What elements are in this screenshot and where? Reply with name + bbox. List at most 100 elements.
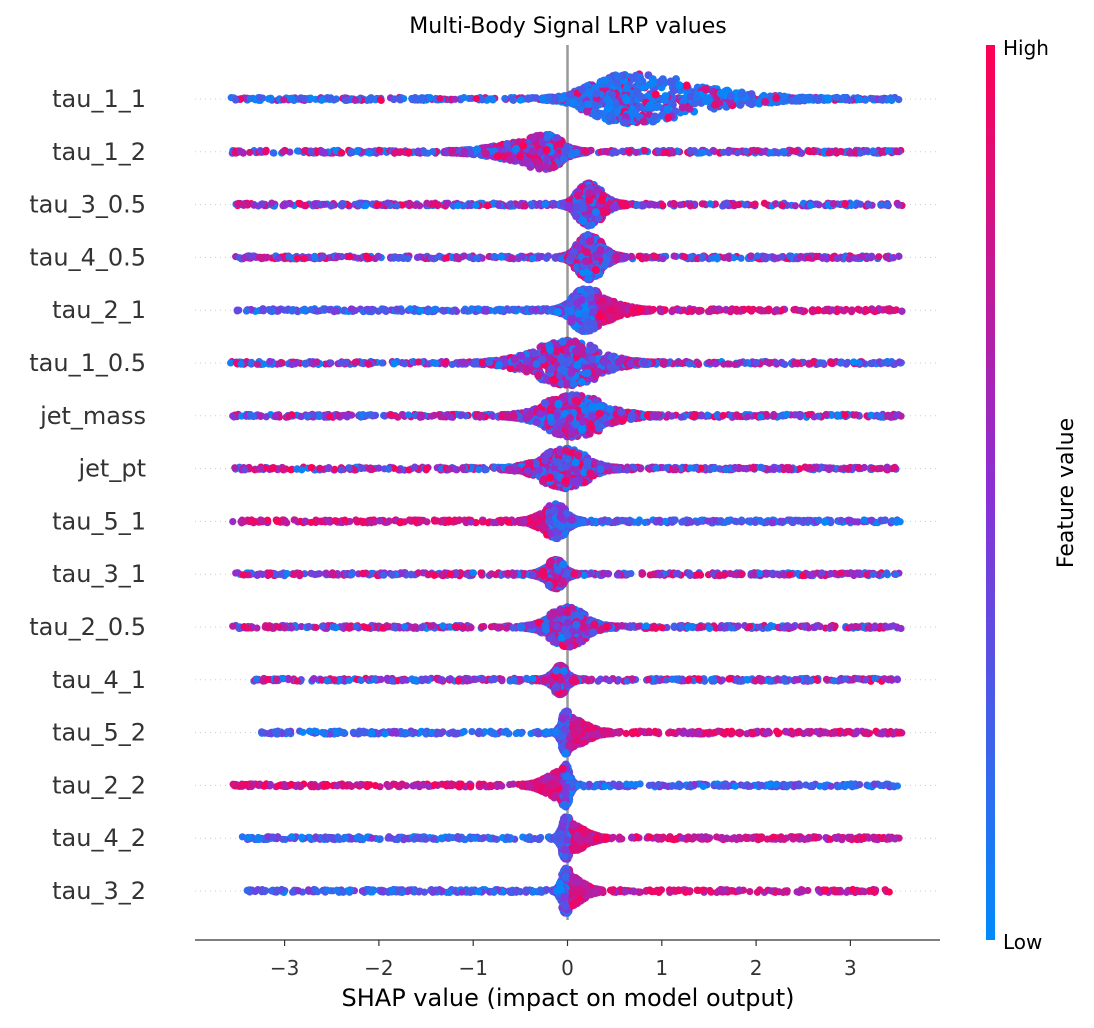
data-point [760, 254, 768, 263]
data-point [592, 89, 601, 98]
data-point [883, 201, 891, 209]
data-point [702, 85, 711, 94]
data-point [736, 99, 745, 108]
data-point [314, 307, 322, 315]
data-point [550, 94, 559, 103]
data-point [256, 94, 264, 102]
data-point [772, 93, 781, 102]
data-point [751, 200, 759, 208]
data-point [288, 94, 296, 102]
data-point [584, 100, 593, 109]
data-point [699, 148, 707, 157]
data-point [274, 254, 282, 262]
data-point [695, 306, 703, 314]
data-point [425, 308, 433, 316]
data-point [865, 201, 873, 209]
data-point [383, 199, 392, 207]
data-point [698, 252, 707, 261]
data-point [716, 89, 725, 98]
data-point [505, 201, 514, 209]
data-point [686, 147, 694, 155]
data-point [869, 94, 877, 103]
data-point [645, 201, 653, 209]
data-point [664, 113, 673, 122]
data-point [326, 306, 334, 314]
data-point [651, 90, 660, 99]
data-point [805, 93, 814, 102]
data-point [586, 237, 595, 246]
data-point [581, 147, 590, 156]
data-point [321, 200, 329, 208]
data-point [355, 201, 363, 209]
feature-points-tau_2_1 [233, 285, 906, 336]
data-point [521, 202, 529, 210]
data-point [772, 148, 781, 156]
data-point [797, 252, 805, 261]
data-point [529, 254, 537, 263]
data-point [742, 147, 750, 155]
data-point [528, 202, 536, 210]
data-point [246, 148, 254, 157]
data-point [534, 162, 543, 171]
data-point [875, 253, 883, 261]
data-point [635, 78, 644, 87]
data-point [894, 200, 902, 208]
data-point [279, 148, 287, 156]
data-point [791, 147, 800, 155]
data-point [687, 307, 695, 315]
data-point [810, 146, 818, 155]
data-point [877, 96, 885, 104]
data-point [257, 200, 265, 209]
data-point [375, 146, 384, 154]
data-point [709, 146, 717, 155]
data-point [861, 96, 870, 104]
data-point [488, 95, 496, 103]
data-point [427, 254, 436, 262]
data-point [265, 305, 273, 314]
data-point [542, 146, 551, 155]
data-point [541, 200, 549, 209]
data-point [334, 253, 342, 261]
data-point [704, 96, 713, 105]
data-point [809, 308, 817, 316]
data-point [293, 254, 302, 262]
data-point [666, 77, 675, 86]
data-point [591, 208, 600, 217]
data-point [723, 199, 731, 207]
data-point [757, 307, 765, 315]
data-point [420, 148, 428, 157]
data-point [727, 306, 735, 314]
data-point [806, 201, 815, 210]
data-point [263, 253, 271, 261]
data-point [299, 94, 307, 103]
data-point [311, 252, 319, 260]
data-point [583, 107, 592, 116]
data-point [519, 141, 528, 150]
data-point [374, 252, 382, 260]
data-point [543, 133, 552, 142]
data-point [585, 196, 594, 205]
data-point [307, 147, 315, 156]
data-point [797, 307, 805, 315]
data-point [605, 112, 614, 121]
data-point [246, 252, 254, 260]
data-point [726, 92, 735, 101]
data-point [460, 147, 469, 156]
data-point [460, 93, 468, 102]
data-point [390, 149, 399, 157]
data-point [674, 306, 683, 314]
data-point [337, 149, 346, 157]
data-point [482, 307, 490, 315]
data-point [898, 307, 906, 315]
data-point [790, 306, 798, 314]
data-point [572, 203, 581, 212]
data-point [659, 201, 667, 210]
data-point [572, 212, 581, 221]
data-point [390, 95, 398, 104]
data-point [524, 94, 532, 102]
data-point [884, 147, 892, 155]
data-point [528, 147, 537, 156]
data-point [406, 305, 414, 313]
data-point [732, 201, 740, 209]
data-point [242, 307, 251, 315]
